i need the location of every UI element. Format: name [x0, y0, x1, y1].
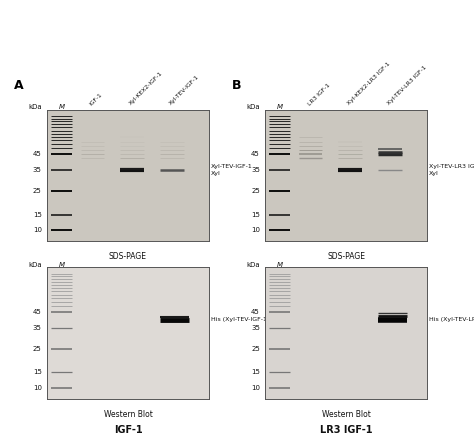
- Text: M: M: [277, 104, 283, 110]
- Text: Xyl: Xyl: [429, 171, 439, 177]
- Text: SDS-PAGE: SDS-PAGE: [109, 252, 147, 261]
- Text: IGF-1: IGF-1: [114, 425, 142, 435]
- Text: 45: 45: [33, 309, 42, 315]
- Text: 15: 15: [251, 212, 260, 218]
- Text: 25: 25: [33, 346, 42, 352]
- Text: Xyl-TEV-LR3 IGF-1: Xyl-TEV-LR3 IGF-1: [429, 163, 474, 169]
- Text: kDa: kDa: [246, 261, 260, 268]
- Text: 10: 10: [33, 227, 42, 233]
- Text: Western Blot: Western Blot: [103, 410, 153, 419]
- Text: M: M: [59, 104, 65, 110]
- Text: SDS-PAGE: SDS-PAGE: [327, 252, 365, 261]
- Text: IGF-1: IGF-1: [89, 92, 104, 106]
- Text: Xyl: Xyl: [211, 171, 221, 177]
- Text: 15: 15: [251, 369, 260, 375]
- Text: LR3 IGF-1: LR3 IGF-1: [320, 425, 372, 435]
- Text: LR3 IGF-1: LR3 IGF-1: [307, 82, 331, 106]
- Text: 15: 15: [33, 369, 42, 375]
- Text: Xyl-KEX2-IGF-1: Xyl-KEX2-IGF-1: [128, 71, 164, 106]
- Text: 45: 45: [251, 151, 260, 157]
- Text: kDa: kDa: [28, 261, 42, 268]
- Text: kDa: kDa: [28, 104, 42, 110]
- Text: 35: 35: [251, 325, 260, 331]
- Text: 35: 35: [33, 167, 42, 173]
- Text: 25: 25: [251, 188, 260, 194]
- Text: His (Xyl-TEV-IGF-1 ): His (Xyl-TEV-IGF-1 ): [211, 317, 271, 322]
- Text: 10: 10: [251, 227, 260, 233]
- Text: Xyl-TEV-LR3 IGF-1: Xyl-TEV-LR3 IGF-1: [387, 65, 428, 106]
- Text: B: B: [232, 79, 242, 92]
- Text: Xyl-KEX2-LR3 IGF-1: Xyl-KEX2-LR3 IGF-1: [346, 61, 392, 106]
- Text: 10: 10: [33, 385, 42, 391]
- Text: Xyl-TEV-IGF-1: Xyl-TEV-IGF-1: [211, 163, 253, 169]
- Text: 45: 45: [33, 151, 42, 157]
- Text: M: M: [277, 261, 283, 268]
- Text: 25: 25: [33, 188, 42, 194]
- Text: 10: 10: [251, 385, 260, 391]
- Text: 45: 45: [251, 309, 260, 315]
- Text: Western Blot: Western Blot: [321, 410, 371, 419]
- Text: 35: 35: [251, 167, 260, 173]
- Text: 25: 25: [251, 346, 260, 352]
- Text: 15: 15: [33, 212, 42, 218]
- Text: 35: 35: [33, 325, 42, 331]
- Text: His (Xyl-TEV-LR3 IGF-1): His (Xyl-TEV-LR3 IGF-1): [429, 317, 474, 322]
- Text: kDa: kDa: [246, 104, 260, 110]
- Text: Xyl-TEV-IGF-1: Xyl-TEV-IGF-1: [169, 74, 201, 106]
- Text: M: M: [59, 261, 65, 268]
- Text: A: A: [14, 79, 24, 92]
